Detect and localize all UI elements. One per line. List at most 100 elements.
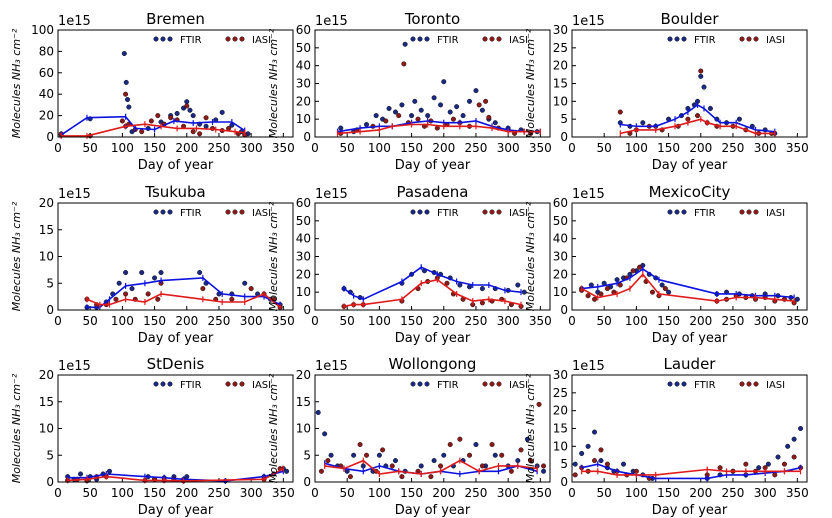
subplot-title: Tsukuba — [144, 183, 205, 201]
data-point-iasi — [592, 296, 598, 302]
data-point-iasi — [399, 474, 405, 480]
legend-marker — [417, 381, 423, 387]
legend-marker — [153, 36, 159, 42]
y-tick-label: 20 — [39, 368, 54, 382]
y-tick-label: 0 — [303, 475, 311, 489]
data-point-ftir — [116, 280, 122, 286]
y-tick-label: 25 — [553, 386, 568, 400]
subplot-lauder: Lauder 1e15 Molecules NH₃ cm⁻² Day of year 0… — [524, 355, 809, 518]
subplot-toronto: Toronto 1e15 Molecules NH₃ cm⁻² Day of year… — [267, 10, 552, 173]
data-point-iasi — [364, 452, 370, 458]
data-point-ftir — [123, 79, 129, 85]
legend-marker — [239, 36, 245, 42]
x-tick-label: 150 — [657, 314, 680, 328]
data-point-iasi — [604, 286, 610, 292]
x-tick-label: 100 — [111, 314, 134, 328]
data-point-iasi — [444, 280, 450, 286]
data-point-iasi — [781, 461, 787, 467]
y-tick-label: 20 — [553, 404, 568, 418]
data-point-ftir — [399, 102, 405, 108]
subplot-boulder: Boulder 1e15 Molecules NH₃ cm⁻² Day of year… — [524, 10, 809, 173]
data-point-iasi — [347, 474, 353, 480]
data-point-ftir — [794, 296, 800, 302]
data-point-ftir — [460, 113, 466, 119]
data-point-ftir — [785, 443, 791, 449]
data-point-ftir — [572, 461, 578, 467]
data-point-ftir — [585, 443, 591, 449]
data-point-ftir — [392, 109, 398, 115]
x-tick-label: 50 — [340, 141, 355, 155]
y-tick-label: 40 — [296, 59, 311, 73]
data-point-iasi — [572, 472, 578, 478]
data-point-ftir — [418, 107, 424, 113]
legend-marker — [667, 209, 673, 215]
series-line-ftir — [620, 103, 775, 133]
data-point-ftir — [701, 84, 707, 90]
data-point-iasi — [428, 474, 434, 480]
y-tick-label: 5 — [560, 457, 568, 471]
y-tick-label: 0 — [560, 130, 568, 144]
data-point-iasi — [325, 458, 331, 464]
x-tick-label: 300 — [754, 486, 777, 500]
y-tick-label: 0 — [303, 303, 311, 317]
y-tick-label: 30 — [296, 250, 311, 264]
data-point-iasi — [604, 461, 610, 467]
x-axis-label: Day of year — [652, 158, 728, 173]
data-point-iasi — [148, 118, 154, 124]
x-tick-label: 50 — [340, 314, 355, 328]
x-tick-label: 0 — [54, 141, 62, 155]
y-axis-label: Molecules NH₃ cm⁻² — [524, 373, 537, 483]
y-tick-label: 15 — [39, 395, 54, 409]
data-point-ftir — [158, 270, 164, 276]
x-tick-label: 100 — [111, 141, 134, 155]
data-point-iasi — [203, 115, 209, 121]
data-point-iasi — [630, 268, 636, 274]
x-tick-label: 200 — [175, 314, 198, 328]
y-tick-label: 10 — [296, 285, 311, 299]
x-tick-label: 150 — [657, 486, 680, 500]
legend-marker — [746, 209, 752, 215]
legend-marker — [410, 36, 416, 42]
data-point-ftir — [441, 79, 447, 85]
exponent-label: 1e15 — [572, 359, 605, 374]
series-line-iasi — [581, 273, 795, 302]
x-tick-label: 0 — [568, 314, 576, 328]
x-tick-label: 250 — [722, 314, 745, 328]
data-point-ftir — [315, 409, 321, 415]
data-point-iasi — [598, 447, 604, 453]
legend-marker — [153, 209, 159, 215]
x-tick-label: 250 — [465, 486, 488, 500]
data-point-iasi — [248, 286, 254, 292]
legend-marker — [739, 36, 745, 42]
y-tick-label: 60 — [39, 66, 54, 80]
data-point-iasi — [123, 91, 129, 97]
data-point-ftir — [666, 289, 672, 295]
x-tick-label: 300 — [240, 314, 263, 328]
x-tick-label: 200 — [432, 141, 455, 155]
legend-label: IASI — [252, 208, 271, 219]
legend-marker — [417, 209, 423, 215]
y-tick-label: 20 — [296, 94, 311, 108]
x-tick-label: 250 — [722, 486, 745, 500]
x-axis-label: Day of year — [138, 503, 214, 518]
y-axis-label: Molecules NH₃ cm⁻² — [267, 373, 280, 483]
data-point-iasi — [457, 436, 463, 442]
x-axis-label: Day of year — [395, 331, 471, 346]
data-point-iasi — [743, 461, 749, 467]
x-tick-label: 100 — [625, 486, 648, 500]
legend-marker — [753, 36, 759, 42]
legend-marker — [232, 36, 238, 42]
x-tick-label: 200 — [432, 486, 455, 500]
y-tick-label: 0 — [560, 475, 568, 489]
x-tick-label: 50 — [597, 314, 612, 328]
x-tick-label: 250 — [208, 314, 231, 328]
x-tick-label: 350 — [786, 486, 809, 500]
legend-marker — [482, 381, 488, 387]
data-point-ftir — [431, 95, 437, 101]
exponent-label: 1e15 — [315, 187, 348, 202]
data-point-ftir — [736, 116, 742, 122]
legend-label: IASI — [766, 208, 785, 219]
subplot-title: Bremen — [146, 10, 205, 28]
x-tick-label: 300 — [497, 486, 520, 500]
y-tick-label: 30 — [553, 250, 568, 264]
